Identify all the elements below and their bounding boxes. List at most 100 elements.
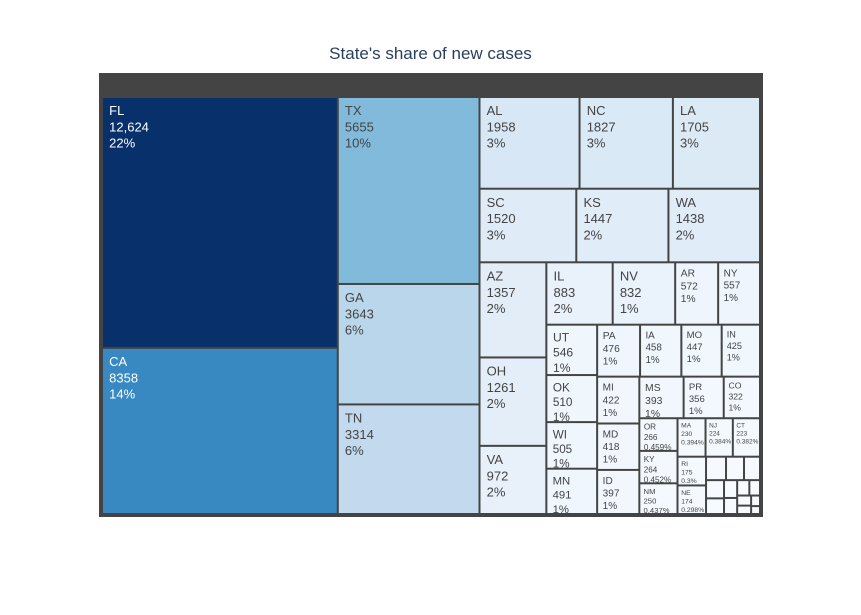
tile-rect bbox=[640, 451, 677, 483]
tile-value: 1357 bbox=[487, 285, 516, 300]
tile-unlabeled[interactable] bbox=[707, 481, 724, 498]
tile-unlabeled[interactable] bbox=[752, 507, 759, 513]
tile-rect bbox=[103, 98, 337, 347]
tile-percent: 1% bbox=[553, 458, 570, 471]
tile-percent: 1% bbox=[553, 361, 571, 375]
tile-value: 3314 bbox=[345, 427, 374, 442]
tile-unlabeled[interactable] bbox=[725, 481, 737, 497]
tile-percent: 2% bbox=[487, 396, 506, 411]
tile-rect bbox=[598, 325, 640, 376]
tile-rect bbox=[338, 405, 479, 513]
tile-percent: 0.394% bbox=[681, 439, 704, 446]
tile-value: 510 bbox=[553, 396, 573, 409]
tile-unlabeled[interactable] bbox=[707, 457, 726, 480]
tile-ms[interactable]: MS 393 1% bbox=[640, 377, 683, 421]
tile-percent: 0.382% bbox=[736, 438, 758, 445]
tile-percent: 0.437% bbox=[644, 506, 670, 515]
tile-percent: 3% bbox=[680, 136, 699, 151]
tile-label: OR bbox=[644, 423, 656, 432]
tile-value: 393 bbox=[645, 396, 663, 407]
tile-value: 832 bbox=[620, 285, 642, 300]
tile-rect bbox=[598, 470, 639, 513]
tile-value: 546 bbox=[553, 346, 573, 360]
tile-rect bbox=[682, 325, 721, 376]
tile-value: 1705 bbox=[680, 119, 709, 134]
tile-rect bbox=[641, 325, 681, 376]
tile-value: 356 bbox=[689, 394, 705, 405]
tile-unlabeled[interactable] bbox=[745, 457, 759, 480]
tile-label: MA bbox=[681, 423, 692, 430]
tile-rect bbox=[684, 377, 723, 418]
tile-unlabeled[interactable] bbox=[750, 481, 759, 495]
tile-rect bbox=[722, 325, 759, 376]
tile-rect bbox=[598, 424, 639, 469]
tile-rect bbox=[707, 457, 726, 480]
tile-unlabeled[interactable] bbox=[738, 481, 749, 495]
tile-percent: 1% bbox=[603, 455, 618, 466]
tile-mn[interactable]: MN 491 1% bbox=[547, 469, 597, 516]
tile-percent: 0.452% bbox=[644, 475, 671, 484]
tile-rect bbox=[752, 496, 759, 506]
tile-value: 418 bbox=[603, 442, 620, 453]
tile-label: MS bbox=[645, 383, 661, 394]
tile-percent: 0.459% bbox=[644, 443, 672, 452]
tile-pa[interactable]: PA 476 1% bbox=[598, 325, 640, 376]
tile-unlabeled[interactable] bbox=[752, 496, 759, 506]
tile-rect bbox=[752, 507, 759, 513]
tile-label: UT bbox=[553, 331, 570, 345]
tile-value: 397 bbox=[603, 489, 620, 500]
tile-rect bbox=[640, 484, 677, 513]
tile-label: NM bbox=[644, 487, 656, 496]
tile-label: SC bbox=[487, 195, 505, 210]
tile-rect bbox=[719, 263, 759, 324]
tile-label: AR bbox=[681, 269, 695, 280]
tile-label: MD bbox=[603, 430, 619, 441]
tile-wi[interactable]: WI 505 1% bbox=[547, 423, 597, 471]
tile-unlabeled[interactable] bbox=[738, 506, 751, 513]
tile-unlabeled[interactable] bbox=[725, 498, 737, 513]
tile-rect bbox=[598, 377, 639, 423]
tile-unlabeled[interactable] bbox=[707, 499, 724, 513]
tile-unlabeled[interactable] bbox=[738, 496, 751, 505]
tile-rect bbox=[738, 496, 751, 505]
tile-percent: 3% bbox=[587, 136, 606, 151]
tile-unlabeled[interactable] bbox=[727, 457, 744, 480]
tile-percent: 1% bbox=[603, 501, 618, 512]
